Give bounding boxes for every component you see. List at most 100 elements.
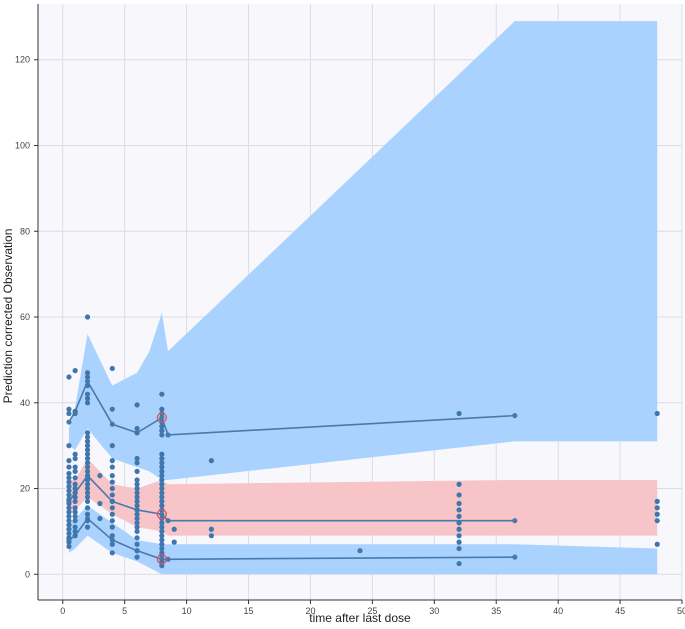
y-tick-label: 120 [15, 55, 30, 65]
observation-point [72, 490, 78, 496]
observation-point [84, 485, 91, 492]
y-tick-label: 80 [20, 226, 30, 236]
observation-point [72, 509, 78, 515]
observation-point [84, 460, 91, 466]
observation-point [84, 400, 91, 406]
observation-point [159, 563, 165, 569]
observation-point [72, 464, 78, 470]
observation-point [208, 458, 214, 464]
y-tick-label: 40 [20, 398, 30, 408]
observation-point [97, 515, 103, 522]
observation-point [84, 518, 91, 524]
observation-point [171, 539, 177, 545]
observation-point [159, 494, 165, 500]
observation-point [159, 464, 165, 470]
observation-point [456, 500, 462, 507]
x-axis-title: time after last dose [309, 611, 411, 625]
observation-point [97, 500, 103, 507]
axes: 0 5 10 15 20 25 30 35 40 45 50 0 20 40 60 80 100 120 [15, 4, 685, 616]
outlier-marker [156, 509, 167, 520]
observation-point [66, 410, 72, 417]
x-tick-label: 50 [677, 606, 685, 616]
observation-point [456, 513, 462, 519]
observation-point [72, 451, 78, 457]
observation-point [66, 464, 72, 470]
x-tick-label: 5 [122, 606, 127, 616]
x-tick-label: 15 [244, 606, 254, 616]
observation-point [72, 368, 78, 374]
percentile-line-point [159, 511, 165, 517]
observation-point [109, 479, 115, 485]
observation-point [84, 438, 91, 444]
observation-point [109, 473, 115, 479]
observation-point [72, 468, 78, 474]
observation-point [66, 475, 72, 481]
observation-point [72, 498, 78, 504]
observation-point [159, 490, 165, 496]
observation-point [159, 406, 165, 412]
observation-point [159, 477, 165, 483]
observation-point [66, 443, 72, 449]
observation-point [84, 391, 91, 397]
observation-point [66, 500, 72, 507]
observation-point [72, 513, 78, 519]
percentile-line-point [84, 378, 91, 384]
observation-point [159, 503, 165, 509]
x-tick-label: 30 [429, 606, 439, 616]
observation-point [84, 477, 91, 483]
observation-point [84, 490, 91, 496]
observation-point [159, 423, 165, 429]
observation-point [456, 545, 462, 552]
x-tick-label: 25 [367, 606, 377, 616]
observation-point [134, 481, 140, 487]
y-tick-label: 0 [25, 569, 30, 579]
observation-point [84, 481, 91, 487]
x-tick-label: 35 [491, 606, 501, 616]
observation-point [66, 492, 72, 498]
observation-point [72, 533, 78, 539]
y-tick-label: 20 [20, 484, 30, 494]
observation-point [159, 537, 165, 543]
x-tick-label: 40 [553, 606, 563, 616]
observation-point [72, 494, 78, 500]
observation-point [84, 511, 91, 517]
observation-point [109, 365, 115, 372]
observation-point [66, 522, 72, 528]
observation-point [159, 558, 165, 565]
percentile-line-point [512, 413, 518, 419]
observation-point [456, 520, 462, 526]
observation-point [84, 383, 91, 389]
x-tick-label: 20 [305, 606, 315, 616]
observation-point [159, 455, 165, 462]
observation-point [66, 543, 72, 550]
observation-point [654, 518, 660, 524]
observation-point [66, 539, 72, 545]
observation-point [109, 464, 115, 470]
observation-point [654, 505, 660, 511]
observation-point [72, 485, 78, 492]
observation-point [159, 485, 165, 492]
observation-point [134, 485, 140, 492]
band-1 [68, 458, 658, 536]
observation-point [84, 443, 91, 449]
observation-point [84, 434, 91, 440]
observation-point [84, 455, 91, 462]
observation-point [66, 518, 72, 524]
observation-point [66, 535, 72, 541]
x-tick-label: 0 [60, 606, 65, 616]
outlier-marker [156, 554, 167, 565]
observation-point [456, 492, 462, 498]
observation-point [109, 533, 115, 539]
observation-point [134, 477, 140, 483]
percentile-line-0 [68, 379, 515, 436]
observation-point [84, 370, 91, 376]
observation-point [72, 455, 78, 462]
observation-points [66, 314, 660, 569]
observation-point [159, 498, 165, 504]
observation-point [84, 447, 91, 453]
observation-point [134, 520, 140, 526]
observation-point [109, 498, 115, 504]
percentile-line-point [165, 518, 171, 524]
observation-point [208, 533, 214, 539]
observation-point [159, 520, 165, 526]
